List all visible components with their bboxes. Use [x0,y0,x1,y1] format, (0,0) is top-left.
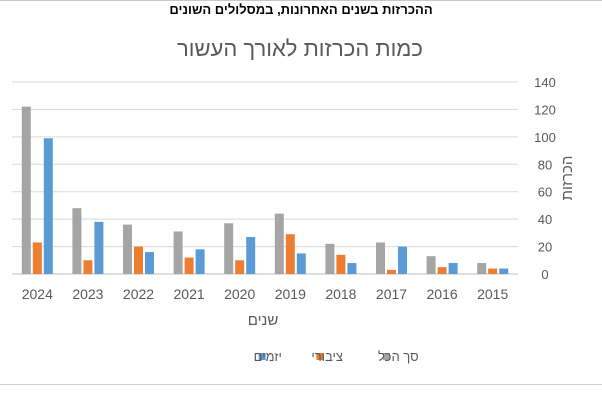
bar [21,106,31,274]
bar [83,260,93,274]
chart-title: כמות הכרזות לאורך העשור [177,36,423,61]
legend-label: סך הכל [378,349,419,364]
x-tick-label: 2017 [376,286,407,302]
legend-label: יזמים [254,349,282,364]
y-tick-label: 20 [538,240,552,255]
y-tick-label: 120 [534,102,556,117]
x-tick-label: 2016 [427,286,458,302]
bar [43,138,53,274]
bar [145,252,154,274]
x-tick-label: 2015 [477,286,508,302]
x-tick-label: 2019 [275,286,306,302]
bar [398,246,407,274]
x-tick-label: 2020 [224,286,255,302]
bar [285,234,295,274]
bars [21,106,509,274]
bar [195,249,205,274]
bar [134,246,143,274]
bar [387,269,396,274]
bar [488,268,498,274]
bar [437,267,447,274]
legend-swatch [383,353,390,360]
y-tick-label: 0 [541,267,548,282]
y-axis-label: הכרזות [559,156,576,201]
gridlines [12,81,518,275]
bar [173,231,183,274]
top-rule [0,0,602,1]
bar [224,223,234,274]
y-tick-label: 80 [538,157,552,172]
bar [477,263,487,274]
bar [347,263,357,274]
y-tick-label: 100 [534,130,556,145]
bar [72,208,82,274]
bar [94,221,104,274]
bar [448,263,458,274]
bar [123,224,132,274]
bar [325,243,335,274]
bar [184,257,194,274]
bar-chart: כמות הכרזות לאורך העשור 0 20 40 60 80 100 120 1… [12,36,576,364]
x-axis-label: שנים [248,312,279,329]
y-tick-label: 40 [538,212,552,227]
bar [499,268,509,274]
bar [426,256,436,274]
x-axis-ticks: 2024 2023 2022 2021 2020 2019 2018 2017 2016 2015 [22,286,509,302]
bottom-rule [0,384,602,385]
x-tick-label: 2023 [72,286,103,302]
bar [376,242,385,274]
x-tick-label: 2018 [325,286,356,302]
bar [246,236,256,274]
bar [296,253,306,274]
bar [235,260,245,274]
legend-swatch [316,353,324,360]
y-tick-label: 140 [534,75,556,90]
legend-swatch [258,353,266,360]
y-tick-label: 60 [538,185,552,200]
legend: סך הכל ציבורי יזמים [254,349,419,364]
x-tick-label: 2021 [174,286,205,302]
bar [274,213,284,274]
legend-label: ציבורי [311,349,343,364]
page-header: ההכרזות בשנים האחרונות, במסלולים השונים [169,2,433,17]
bar [32,242,42,274]
x-tick-label: 2024 [22,286,53,302]
y-axis-ticks: 0 20 40 60 80 100 120 140 [534,75,556,282]
bar [336,254,346,274]
x-tick-label: 2022 [123,286,154,302]
